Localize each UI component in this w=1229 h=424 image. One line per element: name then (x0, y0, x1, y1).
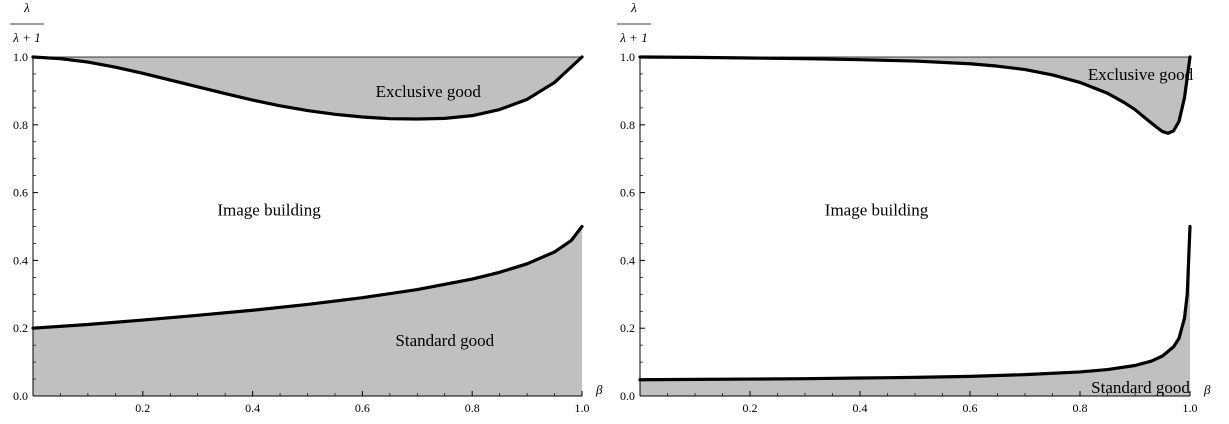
region-label-bottom: Standard good (1091, 378, 1190, 397)
y-axis-title-numerator: λ (630, 0, 637, 15)
x-tick-label: 1.0 (575, 401, 590, 415)
exclusive-good-region (640, 57, 1190, 134)
x-tick-label: 0.6 (355, 401, 370, 415)
y-axis-title-denominator: λ + 1 (619, 30, 647, 45)
y-tick-label: 0.2 (620, 321, 635, 335)
y-axis-title-denominator: λ + 1 (12, 30, 40, 45)
region-label-top: Exclusive good (376, 82, 482, 101)
x-tick-label: 0.4 (245, 401, 260, 415)
x-tick-label: 0.8 (1073, 401, 1088, 415)
y-tick-label: 0.4 (620, 253, 635, 267)
y-tick-label: 0.6 (13, 186, 28, 200)
y-tick-label: 0.2 (13, 321, 28, 335)
x-tick-label: 0.2 (743, 401, 758, 415)
standard-good-region (33, 226, 582, 396)
y-tick-label: 1.0 (620, 50, 635, 64)
x-tick-label: 0.4 (853, 401, 868, 415)
lower-boundary-curve (638, 224, 1192, 382)
lower-boundary-curve (31, 224, 584, 330)
x-tick-label: 1.0 (1183, 401, 1198, 415)
y-tick-label: 0.4 (13, 253, 28, 267)
region-label-middle: Image building (825, 201, 929, 220)
y-tick-label: 0.8 (620, 118, 635, 132)
region-label-middle: Image building (217, 201, 321, 220)
x-tick-label: 0.2 (135, 401, 150, 415)
chart-left: 0.2 0.4 0.6 0.8 1.0 0.0 0.2 0.4 0.6 0.8 1.0 β λ λ + 1… (10, 0, 603, 415)
standard-good-region (640, 226, 1190, 396)
y-tick-label: 0.0 (620, 389, 635, 403)
region-label-top: Exclusive good (1088, 65, 1194, 84)
upper-boundary-curve (638, 55, 1192, 135)
chart-right: 0.2 0.4 0.6 0.8 1.0 0.0 0.2 0.4 0.6 0.8 1.0 β λ λ + 1… (617, 0, 1211, 415)
y-tick-label: 1.0 (13, 50, 28, 64)
y-axis-title-numerator: λ (23, 0, 30, 15)
x-tick-label: 0.6 (963, 401, 978, 415)
upper-boundary-curve (31, 55, 584, 121)
exclusive-good-region (33, 57, 582, 120)
region-label-bottom: Standard good (395, 331, 494, 350)
y-tick-label: 0.6 (620, 186, 635, 200)
x-axis-title: β (1203, 382, 1211, 397)
y-tick-label: 0.0 (13, 389, 28, 403)
x-axis-title: β (595, 382, 603, 397)
x-tick-label: 0.8 (465, 401, 480, 415)
y-tick-label: 0.8 (13, 118, 28, 132)
